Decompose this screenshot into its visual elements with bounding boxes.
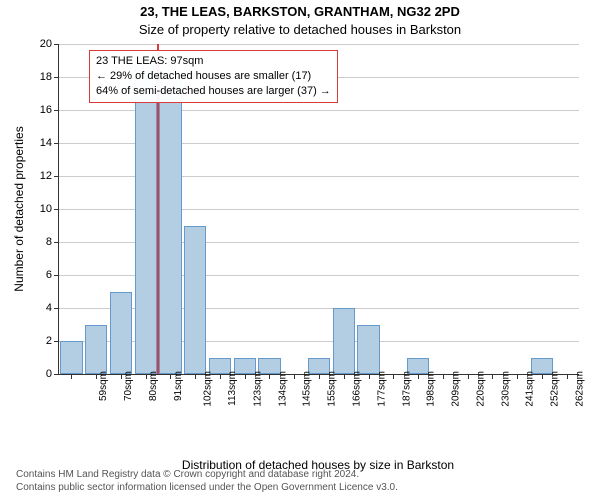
y-tick-label: 2 bbox=[28, 335, 52, 347]
histogram-bar bbox=[60, 341, 82, 374]
chart-title: 23, THE LEAS, BARKSTON, GRANTHAM, NG32 2… bbox=[0, 4, 600, 19]
y-tick-label: 12 bbox=[28, 170, 52, 182]
x-tick-label: 123sqm bbox=[253, 371, 264, 407]
y-tick-label: 20 bbox=[28, 38, 52, 50]
x-tick-label: 70sqm bbox=[123, 371, 134, 401]
histogram-bar bbox=[357, 325, 379, 375]
x-tick-label: 177sqm bbox=[376, 371, 387, 407]
grid-line bbox=[59, 44, 579, 45]
y-axis-label: Number of detached properties bbox=[12, 126, 26, 291]
x-tick-label: 91sqm bbox=[173, 371, 184, 401]
y-tick-label: 18 bbox=[28, 71, 52, 83]
histogram-bar bbox=[159, 77, 181, 374]
histogram-bar bbox=[333, 308, 355, 374]
x-tick-label: 252sqm bbox=[550, 371, 561, 407]
y-tick-label: 6 bbox=[28, 269, 52, 281]
x-tick-label: 187sqm bbox=[401, 371, 412, 407]
x-tick-label: 241sqm bbox=[525, 371, 536, 407]
x-tick-label: 220sqm bbox=[475, 371, 486, 407]
y-tick-label: 0 bbox=[28, 368, 52, 380]
x-tick-label: 198sqm bbox=[426, 371, 437, 407]
annotation-line: 64% of semi-detached houses are larger (… bbox=[96, 84, 331, 99]
histogram-bar bbox=[85, 325, 107, 375]
x-tick-label: 145sqm bbox=[302, 371, 313, 407]
y-tick-label: 8 bbox=[28, 236, 52, 248]
x-tick-label: 80sqm bbox=[148, 371, 159, 401]
histogram-bar bbox=[184, 226, 206, 375]
attribution-footer: Contains HM Land Registry data © Crown c… bbox=[16, 468, 398, 494]
x-tick-label: 102sqm bbox=[203, 371, 214, 407]
annotation-line: 23 THE LEAS: 97sqm bbox=[96, 54, 331, 69]
footer-line: Contains HM Land Registry data © Crown c… bbox=[16, 468, 398, 481]
y-tick-label: 10 bbox=[28, 203, 52, 215]
x-tick-label: 230sqm bbox=[500, 371, 511, 407]
y-tick-label: 14 bbox=[28, 137, 52, 149]
annotation-box: 23 THE LEAS: 97sqm← 29% of detached hous… bbox=[89, 50, 338, 103]
footer-line: Contains public sector information licen… bbox=[16, 481, 398, 494]
x-tick-label: 59sqm bbox=[98, 371, 109, 401]
x-tick-label: 209sqm bbox=[451, 371, 462, 407]
x-tick-label: 113sqm bbox=[227, 371, 238, 406]
x-tick-label: 155sqm bbox=[327, 371, 338, 407]
y-tick-label: 4 bbox=[28, 302, 52, 314]
y-tick-label: 16 bbox=[28, 104, 52, 116]
plot-region: 59sqm70sqm80sqm91sqm102sqm113sqm123sqm13… bbox=[58, 44, 579, 375]
x-tick-label: 166sqm bbox=[352, 371, 363, 407]
x-tick-label: 134sqm bbox=[277, 371, 288, 407]
annotation-line: ← 29% of detached houses are smaller (17… bbox=[96, 69, 331, 84]
x-tick-label: 262sqm bbox=[574, 371, 585, 407]
histogram-bar bbox=[135, 61, 157, 375]
chart-subtitle: Size of property relative to detached ho… bbox=[0, 22, 600, 37]
histogram-bar bbox=[110, 292, 132, 375]
chart-area: Number of detached properties 59sqm70sqm… bbox=[58, 44, 578, 410]
